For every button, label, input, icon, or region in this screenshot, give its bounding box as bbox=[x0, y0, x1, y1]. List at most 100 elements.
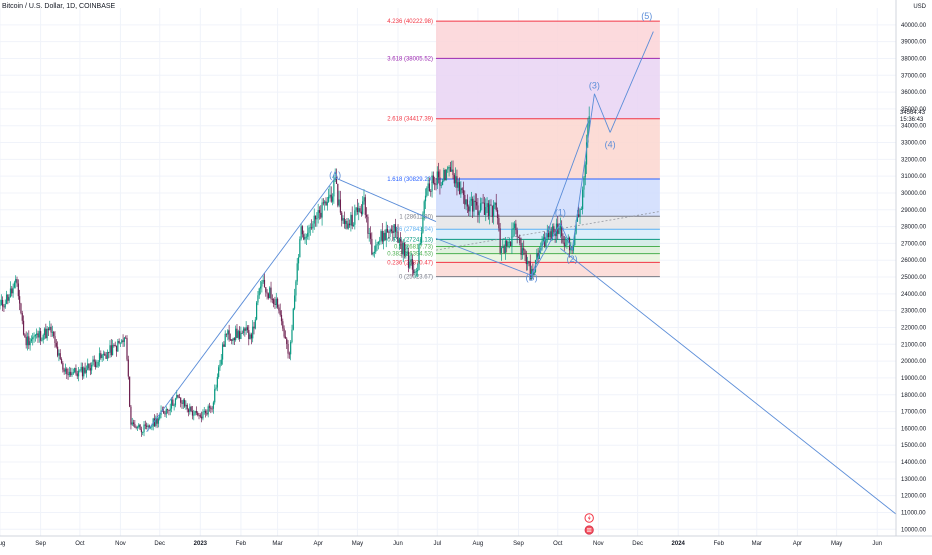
price-tick-label: 39000.00 bbox=[901, 40, 927, 46]
candle-body bbox=[383, 232, 385, 242]
candle-body bbox=[314, 215, 317, 220]
candle-body bbox=[369, 233, 372, 239]
time-tick-label: 2023 bbox=[194, 541, 208, 547]
candle-body bbox=[542, 237, 544, 242]
candle-body bbox=[320, 212, 322, 218]
time-tick-label: Dec bbox=[632, 541, 643, 547]
elliott-wave-drawing[interactable]: (A) (B) (1) (2) (3) (4) (5) bbox=[146, 11, 916, 530]
candle-body bbox=[16, 279, 18, 284]
fib-zone bbox=[435, 246, 660, 254]
price-tick-label: 21000.00 bbox=[901, 342, 927, 348]
candle-body bbox=[51, 331, 53, 333]
candle-body bbox=[190, 406, 192, 411]
candle-body bbox=[254, 319, 256, 329]
candle-body bbox=[417, 270, 419, 272]
candle-body bbox=[208, 406, 211, 408]
candle-body bbox=[303, 234, 305, 240]
candle-body bbox=[375, 245, 377, 252]
candle-body bbox=[465, 199, 467, 205]
candle-body bbox=[216, 376, 218, 388]
time-tick-label: Nov bbox=[115, 541, 126, 547]
candle-body bbox=[121, 340, 123, 343]
wave-line bbox=[146, 177, 336, 433]
candle-body bbox=[414, 271, 416, 274]
candle-body bbox=[68, 371, 70, 376]
candle-body bbox=[313, 215, 315, 224]
candle-body bbox=[146, 425, 148, 427]
candle-body bbox=[140, 429, 143, 433]
price-axis[interactable]: 10000.00 11000.00 12000.00 13000.00 14000.00… bbox=[895, 0, 932, 550]
candle-body bbox=[359, 208, 361, 212]
candle-body bbox=[485, 207, 487, 215]
candle-body bbox=[524, 250, 526, 255]
candle-body bbox=[403, 243, 406, 256]
candle-body bbox=[371, 238, 373, 255]
candle-body bbox=[239, 331, 241, 339]
wave-line bbox=[531, 118, 590, 276]
candle-body bbox=[381, 231, 383, 242]
time-tick-label: Jun bbox=[872, 541, 882, 547]
candle-body bbox=[456, 176, 458, 188]
candle-body bbox=[263, 279, 266, 288]
candle-body bbox=[266, 292, 268, 294]
time-axis[interactable]: Aug Sep Oct Nov Dec 2023 Feb Mar Apr May Jun Jul Aug… bbox=[0, 535, 932, 550]
candle-body bbox=[400, 239, 402, 242]
candle-body bbox=[328, 196, 330, 202]
candle-body bbox=[348, 223, 351, 226]
candle-body bbox=[326, 201, 328, 206]
candle-body bbox=[318, 210, 321, 213]
candle-body bbox=[567, 237, 569, 240]
candle-body bbox=[585, 142, 588, 165]
price-tick-label: 19000.00 bbox=[901, 376, 927, 382]
candle-body bbox=[228, 330, 230, 340]
candle-body bbox=[149, 427, 152, 429]
candle-body bbox=[70, 371, 72, 376]
candle-body bbox=[4, 303, 6, 308]
candle-body bbox=[67, 374, 69, 376]
candle-body bbox=[204, 410, 207, 414]
candle-body bbox=[288, 353, 290, 355]
candle-body bbox=[83, 367, 85, 377]
candle-body bbox=[256, 302, 258, 320]
candle-body bbox=[536, 252, 538, 260]
price-tick-label: 29000.00 bbox=[901, 208, 927, 214]
candle-body bbox=[242, 328, 245, 333]
candle-body bbox=[489, 204, 491, 217]
candle-body bbox=[11, 288, 13, 294]
candle-body bbox=[257, 295, 259, 303]
candle-body bbox=[466, 199, 469, 207]
candle-body bbox=[168, 409, 170, 411]
candle-body bbox=[214, 389, 216, 403]
fibonacci-extension[interactable]: 4.236 (40222.98) 3.618 (38005.52) 2.618 (3… bbox=[387, 19, 660, 281]
candle-body bbox=[41, 339, 43, 341]
candle-body bbox=[435, 184, 437, 186]
candle-body bbox=[392, 231, 394, 234]
candle-body bbox=[376, 243, 378, 246]
price-tick-label: 20000.00 bbox=[901, 359, 927, 365]
candle-body bbox=[513, 223, 516, 229]
candle-body bbox=[507, 242, 509, 247]
price-tick-label: 11000.00 bbox=[901, 510, 926, 516]
price-tick-label: 36000.00 bbox=[901, 90, 927, 96]
candle-body bbox=[360, 211, 362, 214]
candle-body bbox=[53, 331, 55, 337]
candle-body bbox=[92, 359, 94, 365]
candle-body bbox=[358, 208, 360, 213]
candle-body bbox=[147, 425, 149, 427]
candle-body bbox=[582, 189, 584, 210]
time-tick-label: Mar bbox=[752, 541, 762, 547]
candle-body bbox=[250, 334, 252, 339]
candle-body bbox=[282, 321, 284, 329]
candle-body bbox=[64, 368, 67, 372]
candle-body bbox=[127, 359, 129, 377]
candle-body bbox=[506, 240, 508, 247]
wave-line bbox=[571, 93, 595, 251]
candle-body bbox=[436, 171, 438, 185]
candle-body bbox=[248, 330, 250, 339]
time-tick-label: 2024 bbox=[672, 541, 686, 547]
candle-body bbox=[174, 398, 177, 406]
candle-body bbox=[347, 223, 349, 229]
candle-body bbox=[561, 225, 563, 237]
